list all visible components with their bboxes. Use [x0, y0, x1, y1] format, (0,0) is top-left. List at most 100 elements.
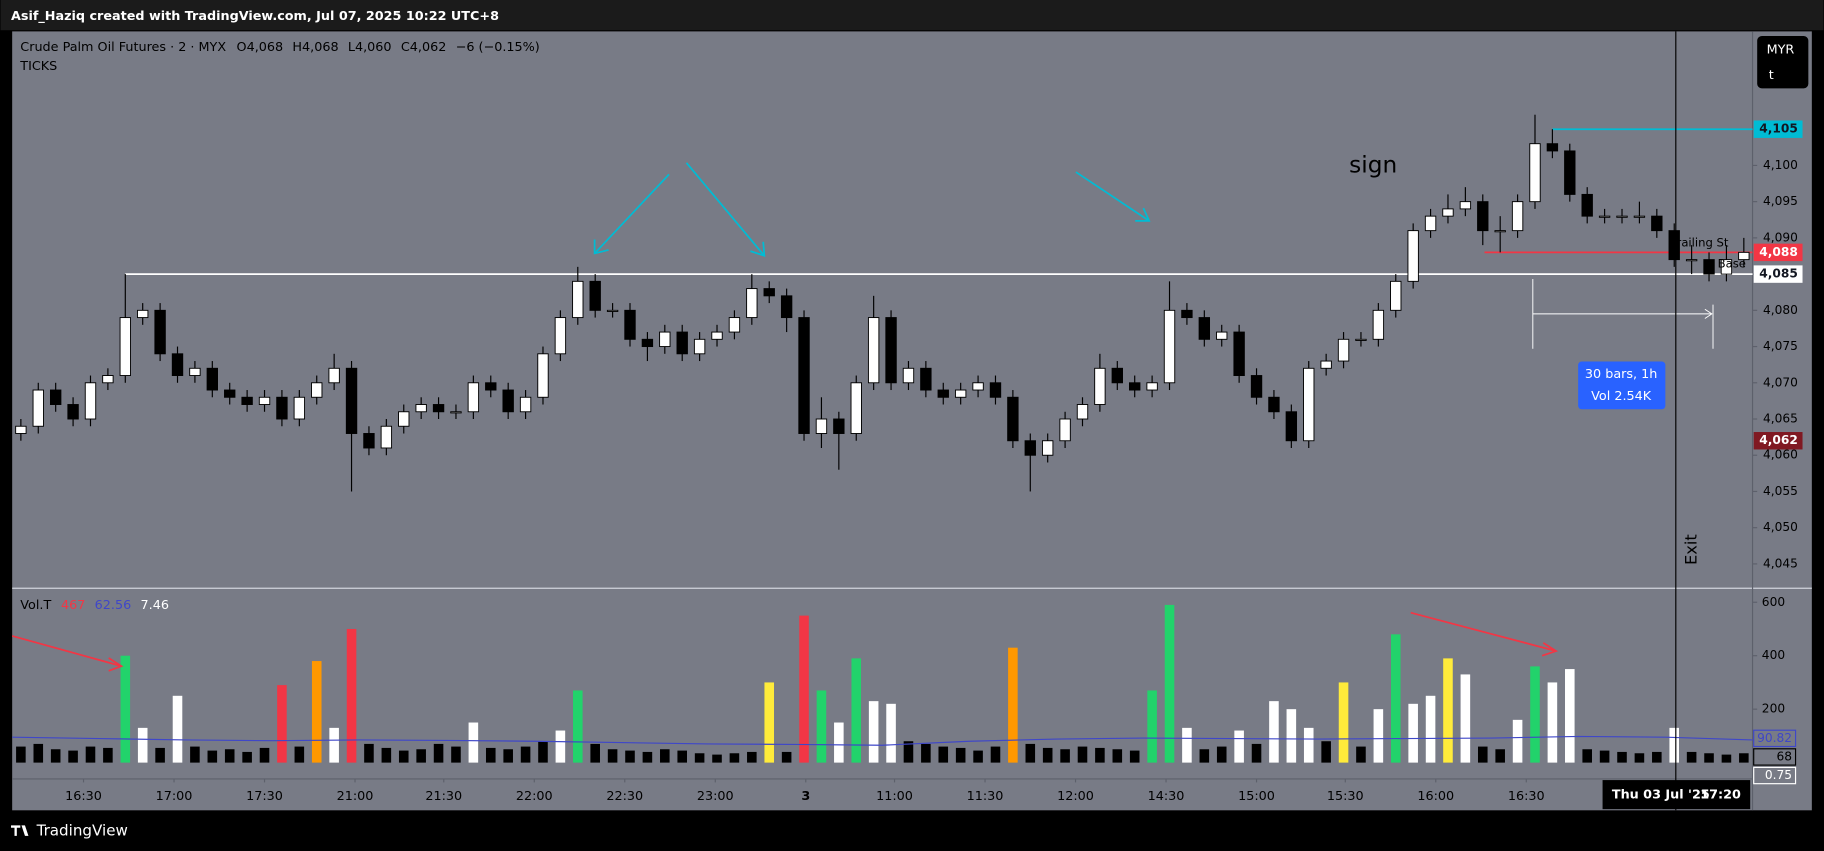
y-tick-label: 4,060 [1763, 448, 1798, 462]
volume-bar [938, 746, 949, 763]
volume-bar [190, 746, 200, 763]
candle-body [1581, 193, 1593, 217]
y-tick-label: 4,050 [1763, 520, 1798, 534]
x-tick-label: 16:30 [65, 789, 102, 804]
volume-bar [1112, 749, 1123, 763]
sign-label: sign [1349, 152, 1397, 179]
volume-bar [694, 753, 705, 763]
candle-body [1042, 440, 1054, 456]
volume-bar [1495, 749, 1505, 763]
volume-bar [381, 747, 392, 763]
volume-bar [1686, 751, 1697, 763]
candle-body [711, 331, 723, 340]
candle-body [728, 317, 741, 333]
volume-bar [294, 746, 305, 763]
candle-body [1442, 208, 1454, 217]
volume-bar [973, 750, 983, 763]
candle-body [189, 367, 201, 377]
volume-bar [886, 703, 896, 763]
volume-bar [799, 615, 809, 763]
candle-body [1198, 317, 1211, 340]
volume-bar [103, 747, 113, 763]
price-label-box [1753, 120, 1803, 138]
candle-body [171, 353, 184, 377]
measure-vol: Vol 2.54K [1591, 389, 1652, 404]
price-label: 4,088 [1759, 245, 1798, 259]
cursor-time: 17:20 [1700, 788, 1741, 803]
volume-bar [1547, 682, 1558, 763]
candle-body [589, 280, 601, 311]
candle-body [1181, 309, 1193, 319]
x-tick-label: 12:00 [1057, 789, 1094, 804]
arrow-head [108, 657, 124, 672]
candle-body [1250, 375, 1263, 398]
x-tick-label: 21:30 [425, 789, 462, 804]
currency-box[interactable] [1757, 36, 1809, 89]
candle-body [450, 411, 462, 414]
y-tick-label: 4,095 [1763, 194, 1798, 208]
price-label: 4,062 [1759, 433, 1798, 447]
candle-body [32, 389, 44, 427]
volume-bar [816, 690, 827, 763]
ohlc-value: O4,068 [237, 40, 284, 55]
candle-body [380, 425, 393, 449]
volume-bar [642, 751, 653, 763]
volume-bar [1512, 719, 1523, 763]
volume-bar [1025, 743, 1036, 763]
candle-body [363, 433, 375, 449]
candle-body [641, 338, 654, 348]
volume-bar [903, 741, 914, 763]
volume-ma [12, 735, 1753, 746]
y-tick-label: 4,075 [1763, 339, 1798, 353]
candle-body [850, 382, 862, 434]
x-tick-label: 15:30 [1327, 789, 1364, 804]
candle-body [1668, 230, 1680, 261]
y-tick-label: 4,080 [1763, 303, 1798, 317]
candle-body [1059, 418, 1071, 442]
x-tick-label: 21:00 [337, 789, 374, 804]
y-tick-label: 600 [1762, 595, 1785, 609]
candle-body [606, 309, 619, 312]
volume-bar [1460, 674, 1471, 763]
volume-bar [503, 749, 513, 763]
volume-bar [868, 701, 879, 763]
y-tick-label: 4,070 [1763, 375, 1798, 389]
candle-body [780, 295, 793, 319]
y-tick-label: 4,045 [1763, 556, 1798, 570]
candle-body [1494, 230, 1506, 233]
price-label-box [1753, 243, 1803, 262]
ohlc-value: C4,062 [401, 40, 446, 55]
x-tick-label: 22:00 [516, 789, 553, 804]
volume-bar [1234, 730, 1244, 763]
top-bar [0, 0, 1824, 31]
price-label: 4,105 [1759, 122, 1798, 136]
candle-body [746, 288, 758, 319]
y-tick-label: 200 [1762, 702, 1785, 716]
y-tick-label: 4,100 [1763, 158, 1798, 172]
volume-bar [137, 727, 148, 763]
volume-bar [1042, 747, 1053, 763]
candle-body [1372, 309, 1385, 340]
arrow-head [1541, 642, 1559, 657]
candle-body [1163, 309, 1176, 384]
volume-bar [538, 741, 548, 763]
volume-bar [573, 690, 583, 763]
arrow [1075, 171, 1150, 222]
candle-body [15, 425, 27, 434]
volume-bar [1286, 709, 1297, 763]
candle-body [1598, 215, 1611, 218]
volume-bar [1199, 749, 1210, 763]
volume-bar [1338, 682, 1349, 763]
volume-bar [172, 695, 183, 763]
candle-body [1355, 338, 1367, 341]
volume-bar [346, 628, 357, 763]
volume-bar [1182, 727, 1192, 763]
candle-body [49, 389, 62, 405]
candle-body [624, 309, 636, 340]
volume-bar [520, 746, 531, 763]
volume-bar [50, 749, 61, 763]
volume-bar [590, 743, 600, 763]
volume-bar [1425, 695, 1436, 763]
x-tick-label: 16:30 [1508, 789, 1545, 804]
